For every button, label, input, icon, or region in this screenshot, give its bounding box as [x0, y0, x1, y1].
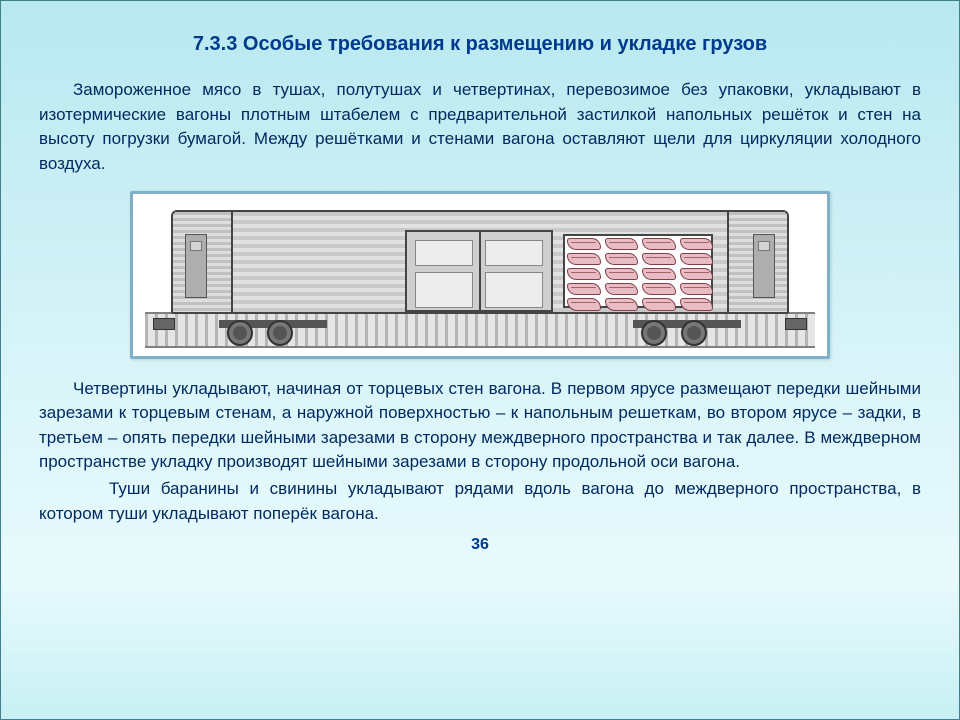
bogie-right: [627, 316, 747, 346]
meat-piece: [642, 283, 676, 295]
meat-piece: [567, 253, 601, 265]
meat-piece: [605, 268, 639, 280]
page-number: 36: [39, 536, 921, 554]
meat-piece: [605, 298, 639, 310]
wagon-body: [171, 210, 789, 314]
paragraph-1: Замороженное мясо в тушах, полутушах и ч…: [39, 78, 921, 177]
meat-piece: [642, 268, 676, 280]
end-door-left: [185, 234, 207, 298]
coupler-left: [153, 318, 175, 330]
meat-piece: [567, 298, 601, 310]
meat-piece: [680, 238, 714, 250]
meat-piece: [567, 283, 601, 295]
meat-piece: [605, 238, 639, 250]
paragraph-2: Четвертины укладывают, начиная от торцев…: [39, 377, 921, 476]
meat-piece: [605, 253, 639, 265]
meat-piece: [680, 268, 714, 280]
paragraph-3: Туши баранины и свинины укладывают рядам…: [39, 477, 921, 526]
meat-piece: [680, 283, 714, 295]
meat-piece: [567, 238, 601, 250]
meat-piece: [680, 253, 714, 265]
section-heading: 7.3.3 Особые требования к размещению и у…: [39, 33, 921, 56]
meat-piece: [642, 253, 676, 265]
meat-piece: [567, 268, 601, 280]
wagon-end-left: [173, 212, 233, 312]
wagon-figure: [130, 191, 830, 359]
meat-piece: [642, 298, 676, 310]
wagon-center-doors: [405, 230, 553, 312]
meat-piece: [642, 238, 676, 250]
wagon-cutaway-cargo: [563, 234, 713, 308]
end-door-right: [753, 234, 775, 298]
figure-container: [39, 191, 921, 359]
coupler-right: [785, 318, 807, 330]
wagon-end-right: [727, 212, 787, 312]
meat-piece: [680, 298, 714, 310]
meat-piece: [605, 283, 639, 295]
bogie-left: [213, 316, 333, 346]
